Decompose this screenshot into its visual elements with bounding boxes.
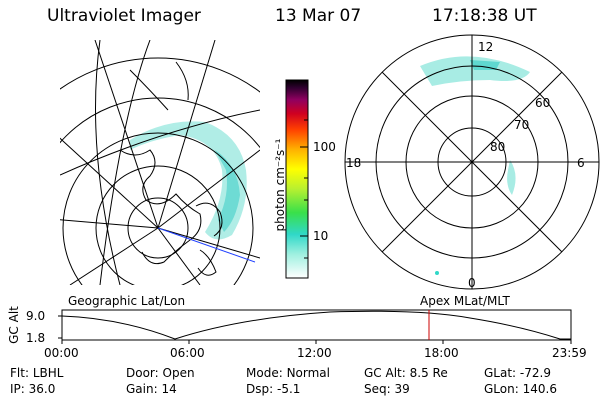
colorbar-tick-100: 100: [313, 140, 336, 154]
mlt-label-6: 6: [577, 156, 585, 170]
left-panel-caption: Geographic Lat/Lon: [68, 294, 186, 308]
geographic-map: [60, 40, 260, 285]
info-gc-alt: GC Alt: 8.5 Re: [364, 366, 448, 380]
info-dsp: Dsp: -5.1: [246, 382, 301, 396]
mlat-label-70: 70: [514, 118, 530, 132]
altitude-xtick-1: 06:00: [170, 346, 205, 360]
mlt-label-12: 12: [478, 40, 494, 54]
mlat-label-80: 80: [490, 140, 506, 154]
altitude-xtick-3: 18:00: [424, 346, 459, 360]
altitude-xtick-4: 23:59: [552, 346, 587, 360]
aurora-emission-right: [420, 56, 530, 275]
mlt-label-0: 0: [468, 276, 476, 290]
instrument-title: Ultraviolet Imager: [47, 6, 201, 26]
aurora-emission-left: [130, 121, 247, 240]
altitude-ytick-low: 1.8: [26, 331, 46, 345]
altitude-xtick-0: 00:00: [44, 346, 79, 360]
altitude-plot: [58, 309, 572, 344]
info-gain: Gain: 14: [126, 382, 177, 396]
info-door: Door: Open: [126, 366, 195, 380]
altitude-curve: [61, 310, 571, 340]
date-label: 13 Mar 07: [275, 6, 362, 26]
mlt-label-18: 18: [346, 156, 362, 170]
colorbar-unit-label: photon cm⁻²s⁻¹: [273, 138, 287, 232]
info-mode: Mode: Normal: [246, 366, 330, 380]
info-flt: Flt: LBHL: [10, 366, 64, 380]
info-glat: GLat: -72.9: [484, 366, 551, 380]
altitude-xtick-2: 12:00: [297, 346, 332, 360]
polar-map: [344, 34, 600, 290]
right-panel-caption: Apex MLat/MLT: [420, 294, 510, 308]
colorbar-tick-10: 10: [313, 229, 329, 243]
info-glon: GLon: 140.6: [484, 382, 557, 396]
colorbar: [285, 79, 309, 279]
mlat-label-60: 60: [535, 96, 551, 110]
altitude-ytick-high: 9.0: [26, 309, 46, 323]
info-ip: IP: 36.0: [10, 382, 56, 396]
info-seq: Seq: 39: [364, 382, 410, 396]
altitude-ylabel: GC Alt: [7, 306, 21, 344]
time-label: 17:18:38 UT: [432, 6, 537, 26]
